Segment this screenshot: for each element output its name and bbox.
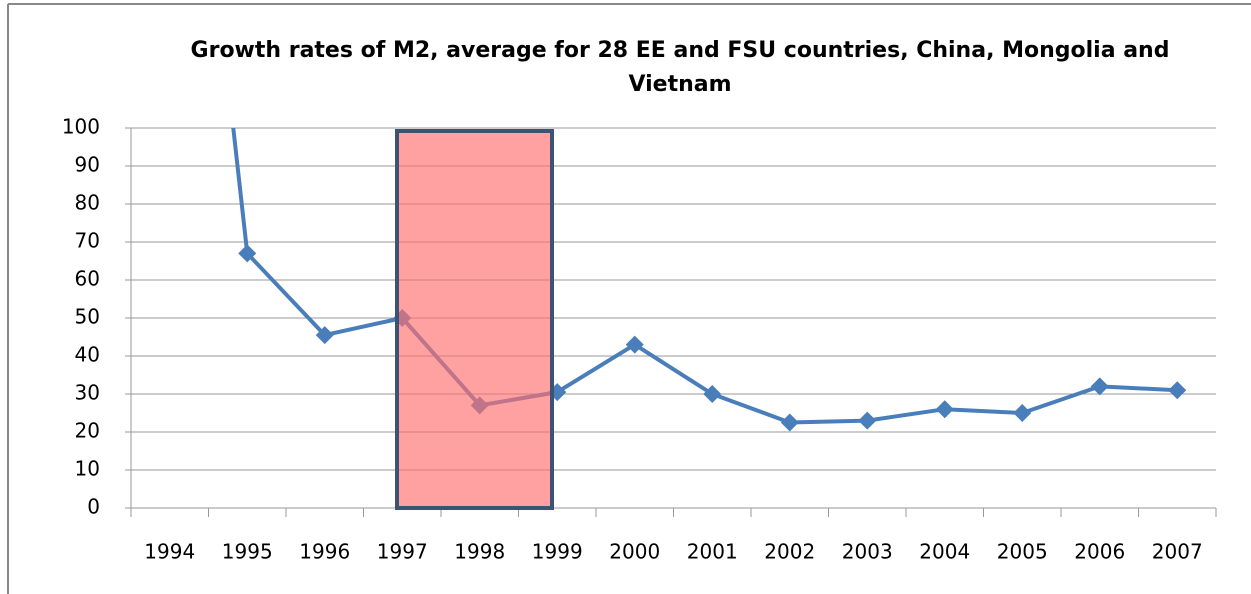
marker <box>935 400 954 419</box>
x-tick-label: 1999 <box>532 540 583 564</box>
y-tick-label: 90 <box>75 153 100 177</box>
marker <box>703 385 722 403</box>
marker <box>1168 381 1187 400</box>
marker <box>780 413 799 432</box>
x-tick-label: 1997 <box>377 540 428 564</box>
highlight-box <box>395 129 554 510</box>
y-tick-label: 50 <box>75 305 100 329</box>
grid <box>125 127 1217 517</box>
marker <box>1090 377 1109 396</box>
marker <box>315 326 334 345</box>
y-tick-label: 100 <box>62 115 100 139</box>
x-tick-label: 2001 <box>687 540 738 564</box>
y-tick-label: 10 <box>75 457 100 481</box>
x-tick-label: 1998 <box>454 540 505 564</box>
y-tick-label: 0 <box>87 495 100 519</box>
x-tick-label: 1994 <box>144 540 195 564</box>
y-tick-label: 20 <box>75 419 100 443</box>
y-tick-label: 60 <box>75 267 100 291</box>
series-line <box>231 128 1178 425</box>
x-tick-label: 2003 <box>842 540 893 564</box>
x-tick-label: 1996 <box>299 540 350 564</box>
y-tick-label: 30 <box>75 381 100 405</box>
y-tick-label: 80 <box>75 191 100 215</box>
x-tick-label: 2005 <box>997 540 1048 564</box>
x-tick-label: 2006 <box>1074 540 1125 564</box>
x-tick-label: 2000 <box>609 540 660 564</box>
x-tick-label: 2002 <box>764 540 815 564</box>
chart-title: Growth rates of M2, average for 28 EE an… <box>190 38 1170 97</box>
labels: 0 10 20 30 40 50 60 70 80 90 100 1994 1995 1996 1997 19… <box>62 115 1203 564</box>
marker <box>1013 404 1032 422</box>
y-tick-label: 70 <box>75 229 100 253</box>
x-tick-label: 2004 <box>919 540 970 564</box>
x-tick-label: 1995 <box>222 540 273 564</box>
marker <box>858 411 877 430</box>
x-tick-label: 2007 <box>1152 540 1203 564</box>
marker <box>625 335 644 354</box>
marker <box>238 244 257 263</box>
y-tick-label: 40 <box>75 343 100 367</box>
